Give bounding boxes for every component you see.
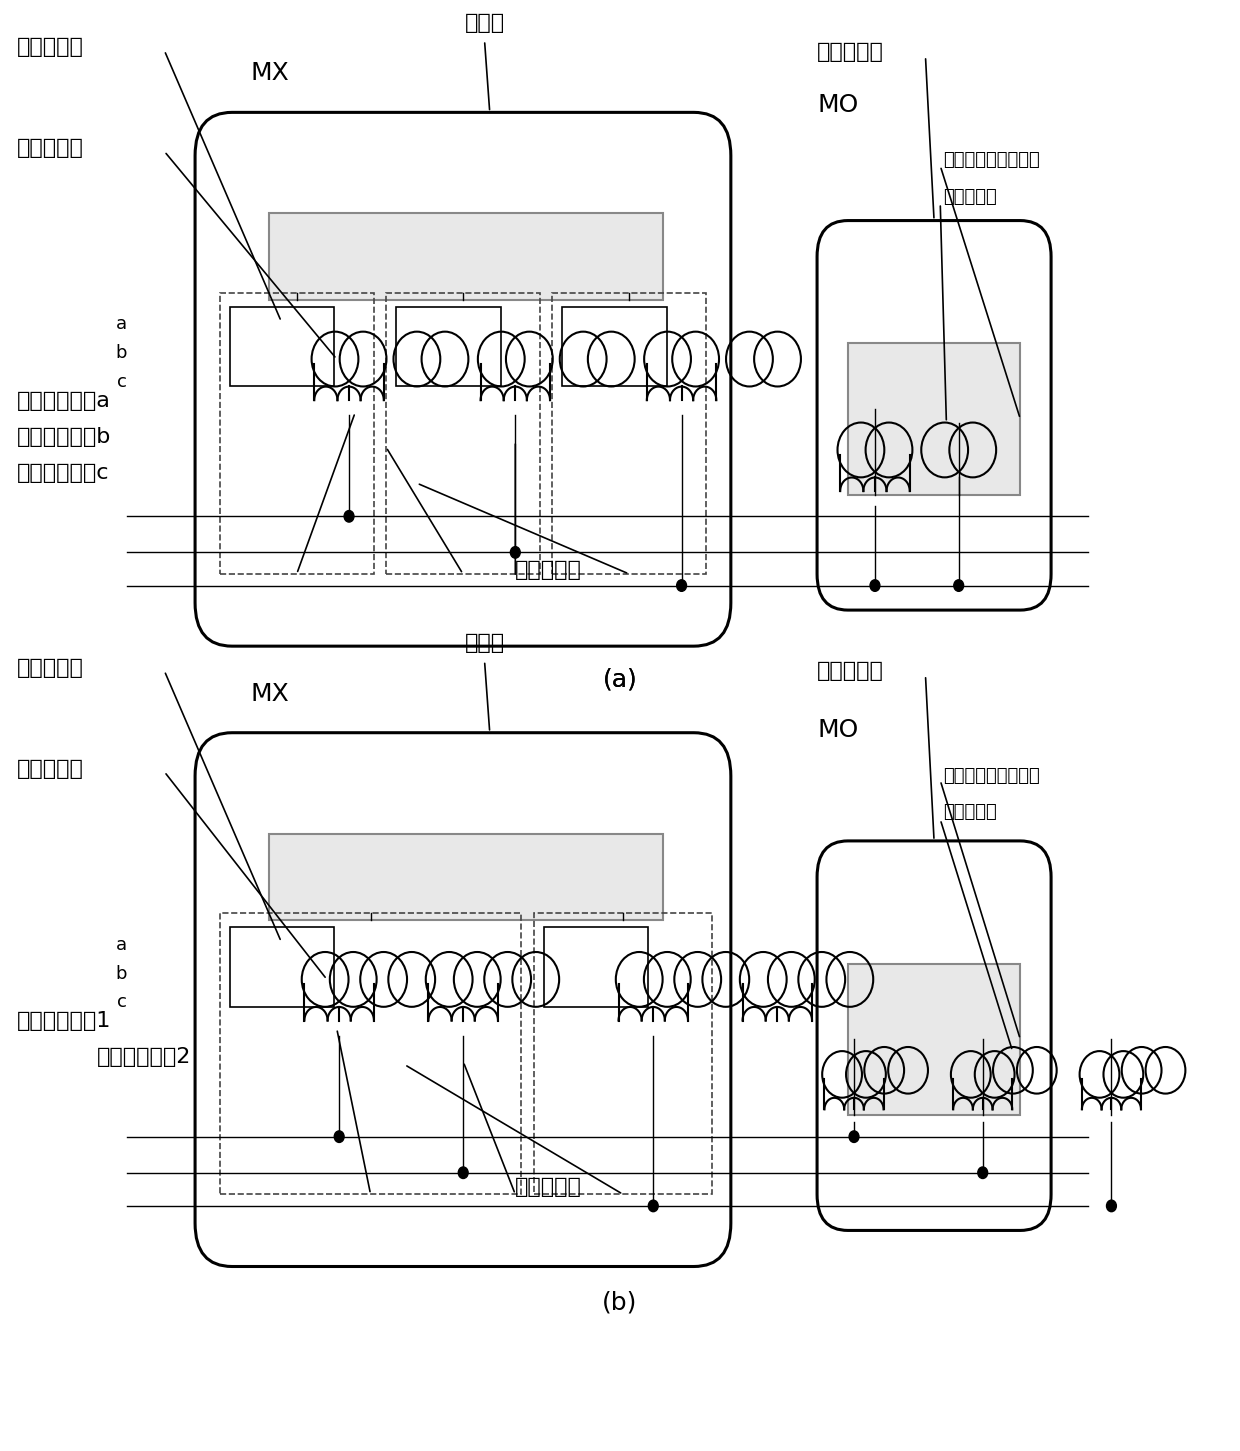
Text: 电流互感器: 电流互感器: [16, 759, 83, 779]
Circle shape: [954, 580, 963, 592]
Text: 电流互感器: 电流互感器: [516, 1177, 583, 1197]
Bar: [848, 344, 1021, 495]
Bar: [396, 308, 501, 386]
Bar: [533, 913, 712, 1194]
Bar: [386, 293, 539, 575]
Text: MX: MX: [250, 682, 289, 705]
Text: 电能计量单元a: 电能计量单元a: [16, 390, 110, 411]
Circle shape: [677, 580, 687, 592]
Text: 电流互感器: 电流互感器: [516, 560, 583, 580]
Text: 计量电路板及其电路: 计量电路板及其电路: [942, 768, 1039, 785]
Circle shape: [849, 1130, 859, 1142]
Text: 计量电路板及其电路: 计量电路板及其电路: [942, 151, 1039, 168]
Text: b: b: [115, 965, 128, 982]
Text: (a): (a): [603, 667, 637, 691]
Text: c: c: [118, 994, 128, 1011]
Bar: [552, 293, 707, 575]
Text: 电能计量单元2: 电能计量单元2: [97, 1048, 191, 1068]
Text: 电能计量单元1: 电能计量单元1: [16, 1011, 110, 1032]
Text: b: b: [115, 344, 128, 363]
Text: 电流互感器: 电流互感器: [16, 138, 83, 158]
Circle shape: [649, 1200, 658, 1212]
Bar: [269, 834, 663, 920]
Text: MO: MO: [817, 718, 858, 741]
Circle shape: [335, 1130, 345, 1142]
Text: a: a: [117, 315, 128, 334]
Circle shape: [1106, 1200, 1116, 1212]
Text: 三相表: 三相表: [465, 634, 505, 653]
Text: 电能计量单元b: 电能计量单元b: [16, 427, 110, 447]
Bar: [219, 913, 522, 1194]
Text: (a): (a): [603, 667, 637, 691]
Bar: [269, 213, 663, 300]
Text: 电压互感器: 电压互感器: [16, 38, 83, 58]
Circle shape: [345, 511, 353, 522]
Text: MO: MO: [817, 93, 858, 118]
Text: 三相表: 三相表: [465, 13, 505, 33]
Circle shape: [511, 547, 521, 559]
Bar: [543, 927, 649, 1007]
Text: 电压互感器: 电压互感器: [942, 802, 997, 821]
Circle shape: [978, 1167, 987, 1178]
Circle shape: [459, 1167, 469, 1178]
Text: 误差标准器: 误差标准器: [817, 660, 884, 681]
Text: 电压互感器: 电压互感器: [942, 189, 997, 206]
Text: c: c: [118, 373, 128, 392]
Bar: [848, 963, 1021, 1114]
Text: 电压互感器: 电压互感器: [16, 657, 83, 678]
Text: 误差标准器: 误差标准器: [817, 42, 884, 62]
Bar: [229, 927, 335, 1007]
Text: (b): (b): [603, 1290, 637, 1315]
Circle shape: [870, 580, 880, 592]
Text: 电能计量单元c: 电能计量单元c: [16, 463, 109, 483]
Bar: [562, 308, 667, 386]
Bar: [229, 308, 335, 386]
Bar: [219, 293, 373, 575]
Text: MX: MX: [250, 61, 289, 86]
Text: a: a: [117, 936, 128, 953]
